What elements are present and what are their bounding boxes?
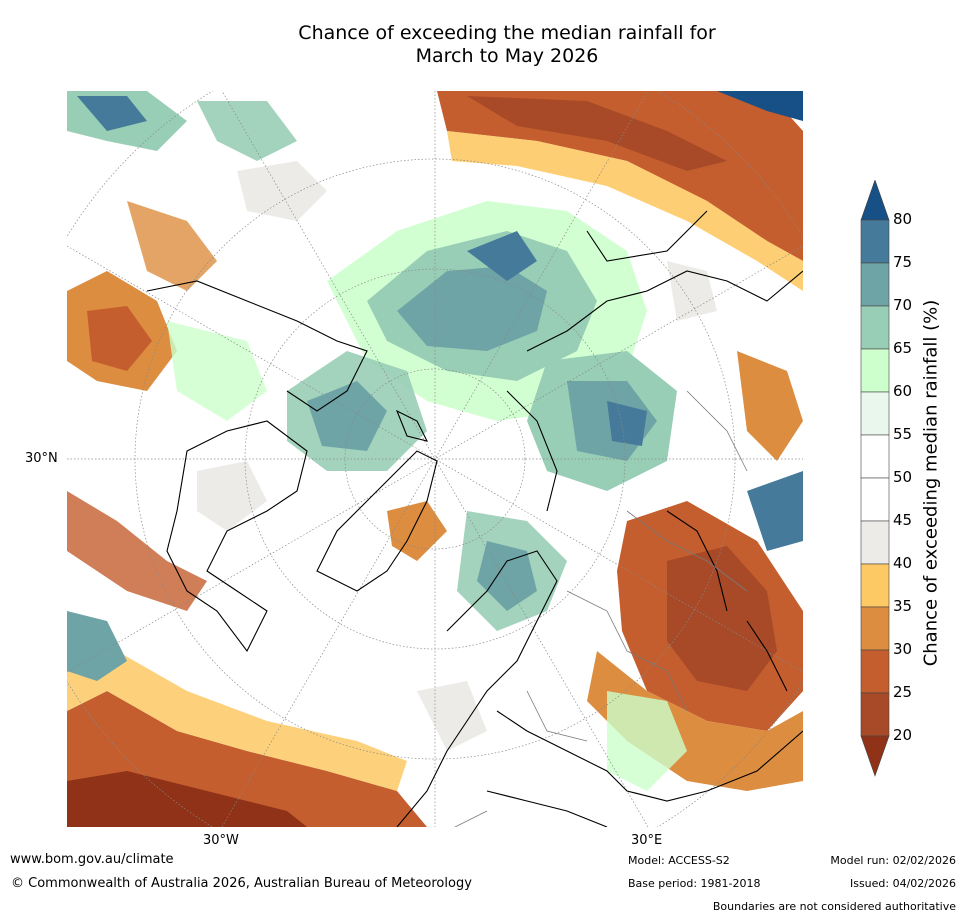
colorbar-arrow-top [860, 180, 890, 221]
base-period: Base period: 1981-2018 [628, 877, 761, 890]
title-line-1: Chance of exceeding the median rainfall … [298, 22, 716, 44]
title-line-2: March to May 2026 [415, 45, 599, 67]
colorbar-tick-label: 25 [893, 683, 913, 701]
model-run-date: Model run: 02/02/2026 [830, 854, 956, 867]
colorbar-cell [860, 606, 890, 651]
longitude-label-30w: 30°W [203, 833, 239, 848]
colorbar-tick-label: 20 [893, 726, 913, 744]
colorbar [860, 180, 890, 777]
colorbar-cell [860, 692, 890, 737]
dry-regions [67, 91, 803, 827]
colorbar-tick-label: 80 [893, 210, 913, 228]
colorbar-tick-label: 75 [893, 253, 913, 271]
colorbar-tick-label: 30 [893, 640, 913, 658]
coastlines [146, 210, 803, 827]
colorbar-tick-label: 70 [893, 296, 913, 314]
colorbar-cell [860, 520, 890, 565]
colorbar-axis-title: Chance of exceeding median rainfall (%) [920, 299, 942, 667]
colorbar-tick-label: 35 [893, 597, 913, 615]
colorbar-cell [860, 649, 890, 694]
colorbar-tick-label: 40 [893, 554, 913, 572]
colorbar-cells [860, 180, 890, 777]
boundary-disclaimer: Boundaries are not considered authoritat… [712, 900, 956, 913]
forecast-map [67, 91, 803, 827]
website-url[interactable]: www.bom.gov.au/climate [10, 852, 174, 867]
issued-date: Issued: 04/02/2026 [849, 877, 956, 890]
colorbar-tick-label: 45 [893, 511, 913, 529]
latitude-label-30n: 30°N [25, 451, 58, 466]
colorbar-cell [860, 477, 890, 522]
colorbar-cell [860, 391, 890, 436]
colorbar-cell [860, 219, 890, 264]
colorbar-cell [860, 434, 890, 479]
wet-regions [67, 91, 803, 791]
colorbar-tick-label: 50 [893, 468, 913, 486]
copyright-notice: © Commonwealth of Australia 2026, Austra… [11, 876, 472, 891]
colorbar-tick-label: 55 [893, 425, 913, 443]
colorbar-arrow-bottom [860, 735, 890, 777]
graticule [67, 91, 803, 827]
chart-title: Chance of exceeding the median rainfall … [0, 22, 965, 68]
longitude-label-30e: 30°E [631, 833, 663, 848]
boundaries [454, 390, 748, 827]
model-name: Model: ACCESS-S2 [628, 854, 730, 867]
colorbar-cell [860, 348, 890, 393]
colorbar-cell [860, 563, 890, 608]
neutral-regions [197, 161, 717, 751]
colorbar-tick-label: 65 [893, 339, 913, 357]
colorbar-tick-label: 60 [893, 382, 913, 400]
colorbar-cell [860, 305, 890, 350]
colorbar-cell [860, 262, 890, 307]
